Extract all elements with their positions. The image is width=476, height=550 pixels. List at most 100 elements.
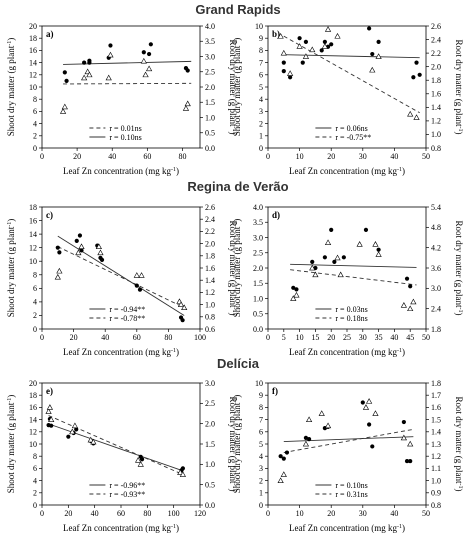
root-point: [97, 249, 104, 256]
shoot-point: [363, 227, 369, 232]
y-tick-label: 10: [29, 83, 37, 92]
y-tick-label: 0.0: [253, 325, 263, 334]
y2-tick-label: 2.5: [205, 68, 215, 77]
shoot-point: [108, 43, 113, 48]
y-tick-label: 6: [33, 284, 37, 293]
shoot-point: [370, 444, 375, 449]
root-point: [45, 408, 52, 414]
y-tick-label: 9: [259, 34, 263, 43]
shoot-point: [139, 457, 145, 462]
x-tick-label: 0: [40, 333, 44, 342]
root-point: [407, 305, 414, 312]
x-axis-label: Leaf Zn concentration (mg kg-1): [63, 347, 179, 357]
shoot-point: [57, 250, 62, 255]
root-point: [105, 74, 112, 81]
panel-label: d): [272, 210, 280, 220]
y-tick-label: 18: [29, 203, 37, 212]
y2-tick-label: 1.5: [205, 440, 215, 449]
root-point: [407, 110, 414, 117]
y2-tick-label: 1.0: [205, 460, 215, 469]
legend-label: r = -0.94**: [109, 305, 145, 314]
shoot-point: [322, 255, 327, 260]
y-tick-label: 7: [259, 415, 263, 424]
shoot-point: [278, 454, 283, 459]
y2-tick-label: 0.5: [205, 129, 215, 138]
shoot-point: [146, 51, 152, 57]
shoot-point: [294, 287, 299, 292]
y-axis-label-left: Shoot dry matter (g plant-1): [232, 395, 242, 493]
panel-label: e): [46, 386, 53, 396]
y-tick-label: 14: [29, 415, 37, 424]
root-point: [56, 267, 63, 274]
y-tick-label: 0: [259, 501, 263, 510]
root-point: [372, 410, 379, 416]
shoot-point: [367, 422, 372, 427]
y2-tick-label: 2.2: [431, 49, 441, 58]
x-tick-label: 80: [143, 509, 151, 518]
x-tick-label: 30: [359, 152, 367, 161]
y2-tick-label: 4.2: [431, 243, 441, 252]
shoot-point: [401, 419, 406, 425]
y-tick-label: 2: [33, 311, 37, 320]
x-tick-label: 40: [390, 509, 398, 518]
shoot-point: [332, 259, 337, 264]
y-tick-label: 18: [29, 391, 37, 400]
y-axis-label-left: Shoot dry matter (g plant-1): [6, 219, 16, 317]
shoot-point: [319, 48, 324, 53]
root-point: [177, 469, 184, 475]
y-tick-label: 4: [259, 452, 263, 461]
shoot-point: [66, 434, 71, 439]
y2-tick-label: 0.5: [205, 480, 215, 489]
y-tick-label: 1: [259, 132, 263, 141]
shoot-point: [288, 75, 293, 80]
shoot-point: [341, 255, 346, 260]
y2-tick-label: 1.8: [431, 325, 441, 334]
fit-line-dashed: [283, 428, 414, 453]
root-point: [78, 243, 85, 250]
y2-tick-label: 2.4: [205, 215, 215, 224]
y2-tick-label: 1.7: [431, 391, 441, 400]
y-axis-label-left: Shoot dry matter (g plant-1): [232, 219, 242, 317]
shoot-point: [404, 458, 410, 464]
y-tick-label: 4: [33, 476, 37, 485]
root-point: [400, 302, 407, 308]
x-tick-label: 0: [266, 333, 270, 342]
shoot-point: [303, 39, 309, 44]
y2-tick-label: 1.6: [431, 403, 441, 412]
y2-tick-label: 1.4: [205, 276, 215, 285]
root-point: [318, 410, 325, 416]
root-point: [302, 53, 310, 59]
x-axis-label: Leaf Zn concentration (mg kg-1): [63, 166, 179, 176]
y2-tick-label: 2.6: [205, 203, 215, 212]
x-tick-label: 120: [194, 509, 206, 518]
site-title-delicia: Delícia: [217, 356, 260, 371]
shoot-point: [74, 427, 79, 432]
y2-tick-label: 1.3: [431, 440, 441, 449]
x-tick-label: 0: [40, 509, 44, 518]
site-title-regina-de-verao: Regina de Verão: [187, 179, 288, 194]
y2-tick-label: 1.1: [431, 464, 441, 473]
y2-tick-label: 4.8: [431, 223, 441, 232]
y-tick-label: 6: [33, 464, 37, 473]
root-point: [287, 70, 294, 76]
legend-label: r = -0.75**: [335, 133, 371, 142]
y-tick-label: 4: [33, 298, 37, 307]
y2-tick-label: 1.2: [205, 288, 215, 297]
panel-label: b): [272, 29, 280, 39]
root-point: [54, 273, 61, 280]
root-point: [413, 114, 420, 120]
panel-label: a): [46, 29, 54, 39]
root-point: [277, 32, 284, 39]
y2-tick-label: 1.6: [205, 264, 215, 273]
y2-tick-label: 2.2: [205, 227, 215, 236]
y2-tick-label: 0.9: [431, 489, 441, 498]
x-axis-label: Leaf Zn concentration (mg kg-1): [63, 523, 179, 533]
shoot-point: [185, 68, 190, 73]
root-point: [177, 301, 185, 307]
x-axis-label: Leaf Zn concentration (mg kg-1): [289, 347, 405, 357]
fit-line-dashed: [57, 246, 185, 309]
panels-group: a)0 20 40 60 80024681012141618200.00.51.01.5…: [6, 22, 464, 533]
root-point: [324, 26, 332, 32]
y-tick-label: 12: [29, 428, 37, 437]
y-tick-label: 2: [33, 489, 37, 498]
